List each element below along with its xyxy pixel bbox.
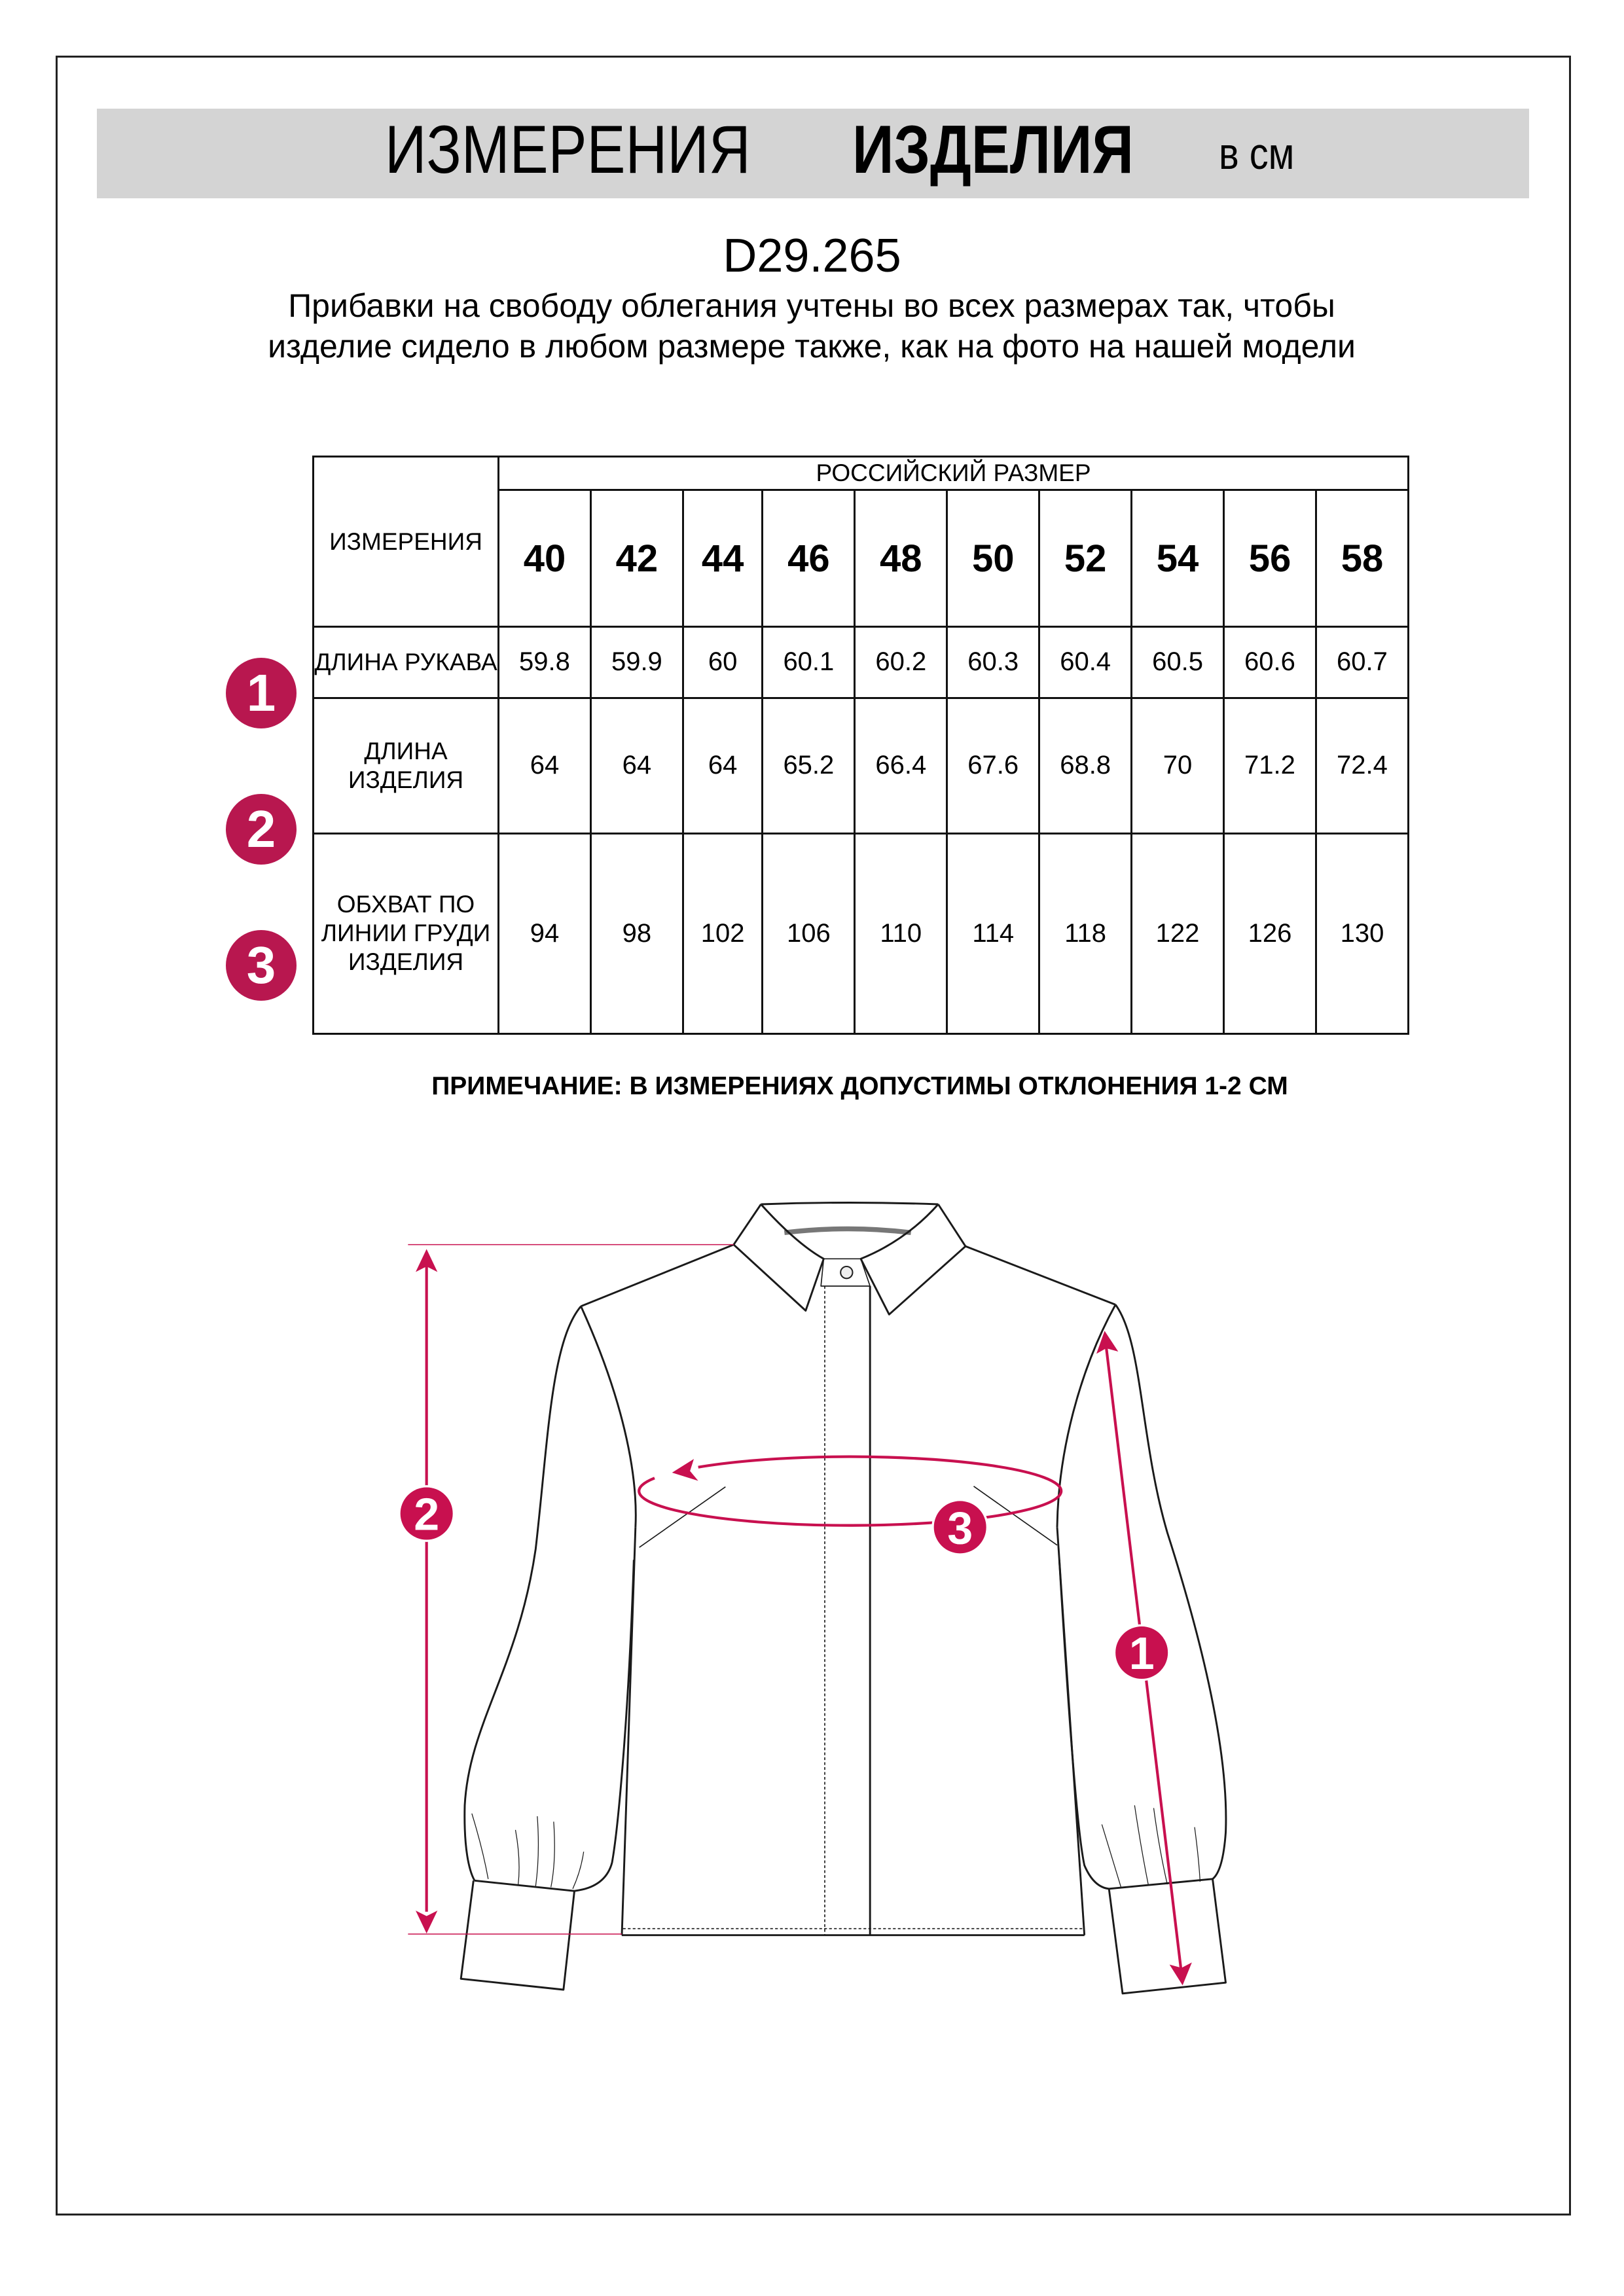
table-cell: 60.2 — [854, 626, 948, 699]
table-cell: 60.3 — [946, 626, 1041, 699]
table-cell: 94 — [497, 832, 592, 1035]
badge-product-length: 2 — [226, 794, 297, 865]
table-row: ДЛИНА ИЗДЕЛИЯ 64 64 64 65.2 66.4 67.6 68.8 70 71.… — [312, 696, 1410, 834]
button-icon — [840, 1265, 854, 1280]
size-header: 58 — [1314, 489, 1410, 628]
shoulder-right — [965, 1245, 1116, 1306]
table-cell: 60.6 — [1223, 626, 1317, 699]
table-row: ДЛИНА РУКАВА 59.8 59.9 60 60.1 60.2 60.3 60.4 60… — [312, 626, 1410, 699]
table-cell: 60.5 — [1130, 626, 1225, 699]
table-cell: 72.4 — [1314, 696, 1410, 834]
table-cell: 60.7 — [1314, 626, 1410, 699]
size-header: 50 — [946, 489, 1041, 628]
table-cell: 98 — [589, 832, 684, 1035]
table-cell: 64 — [497, 696, 592, 834]
left-sleeve-outer — [463, 1305, 582, 1882]
title-band — [97, 109, 1529, 198]
gathers-left — [471, 1813, 585, 1890]
size-header: 40 — [497, 489, 592, 628]
table-cell: 130 — [1314, 832, 1410, 1035]
svg-text:1: 1 — [1129, 1628, 1155, 1679]
size-header: 42 — [589, 489, 684, 628]
table-cell: 71.2 — [1223, 696, 1317, 834]
table-cell: 114 — [946, 832, 1041, 1035]
table-cell: 64 — [681, 696, 764, 834]
arrow-down-icon — [1169, 1962, 1192, 1986]
size-header: 56 — [1223, 489, 1317, 628]
table-cell: 106 — [761, 832, 856, 1035]
right-sleeve-outer — [1114, 1304, 1227, 1880]
size-header: 54 — [1130, 489, 1225, 628]
table-cell: 66.4 — [854, 696, 948, 834]
left-cuff — [460, 1880, 575, 1991]
table-cell: 110 — [854, 832, 948, 1035]
body-right-side — [1056, 1527, 1086, 1935]
gathers-right — [1101, 1805, 1200, 1888]
table-cell: 70 — [1130, 696, 1225, 834]
table-cell: 67.6 — [946, 696, 1041, 834]
svg-text:2: 2 — [414, 1489, 439, 1540]
row-label: ДЛИНА ИЗДЕЛИЯ — [312, 696, 499, 834]
corner-header: ИЗМЕРЕНИЯ — [312, 456, 499, 628]
neckband-shade — [784, 1226, 912, 1236]
table-cell: 65.2 — [761, 696, 856, 834]
table-cell: 102 — [681, 832, 764, 1035]
table-row: ОБХВАТ ПО ЛИНИИ ГРУДИ ИЗДЕЛИЯ 94 98 102 106 1… — [312, 832, 1410, 1035]
shoulder-left — [580, 1244, 734, 1308]
table-cell: 59.8 — [497, 626, 592, 699]
table-cell: 68.8 — [1038, 696, 1133, 834]
size-header: 46 — [761, 489, 856, 628]
marker-chest: 3 — [931, 1499, 988, 1556]
arrow-down-icon — [416, 1910, 438, 1934]
table-cell: 60 — [681, 626, 764, 699]
size-header: 48 — [854, 489, 948, 628]
page-frame — [56, 56, 1571, 2215]
collar-right — [859, 1204, 967, 1316]
shirt-diagram: 2 3 1 — [398, 1202, 1227, 1995]
marker-sleeve: 1 — [1113, 1624, 1170, 1681]
description: Прибавки на свободу облегания учтены во … — [268, 287, 1356, 365]
note: ПРИМЕЧАНИЕ: В ИЗМЕРЕНИЯХ ДОПУСТИМЫ ОТКЛО… — [431, 1072, 1288, 1100]
badge-chest-girth: 3 — [226, 930, 297, 1001]
table-cell: 64 — [589, 696, 684, 834]
table-cell: 60.1 — [761, 626, 856, 699]
table-cell: 126 — [1223, 832, 1317, 1035]
svg-text:3: 3 — [947, 1502, 973, 1553]
right-cuff — [1108, 1878, 1227, 1995]
title-bold: ИЗДЕЛИЯ — [852, 112, 1134, 188]
title-regular: ИЗМЕРЕНИЯ — [385, 112, 751, 188]
table-cell: 118 — [1038, 832, 1133, 1035]
row-label: ДЛИНА РУКАВА — [312, 626, 499, 699]
row-label: ОБХВАТ ПО ЛИНИИ ГРУДИ ИЗДЕЛИЯ — [312, 832, 499, 1035]
collar-band — [761, 1202, 939, 1206]
dart-left — [639, 1486, 726, 1548]
size-header-row: 40 42 44 46 48 50 52 54 56 58 — [314, 489, 1410, 628]
size-header: 44 — [681, 489, 764, 628]
left-sleeve-inner — [474, 1560, 635, 1892]
body-left-side — [621, 1527, 637, 1935]
chest-ellipse — [638, 1455, 1063, 1527]
dart-right — [973, 1486, 1058, 1546]
arrow-left-icon — [672, 1459, 698, 1481]
size-table: ИЗМЕРЕНИЯ РОССИЙСКИЙ РАЗМЕР 40 42 44 46 48 50… — [312, 456, 1410, 1035]
size-header: 52 — [1038, 489, 1133, 628]
arrow-up-icon — [416, 1249, 438, 1272]
group-header: РОССИЙСКИЙ РАЗМЕР — [497, 456, 1409, 491]
table-cell: 122 — [1130, 832, 1225, 1035]
marker-length: 2 — [398, 1485, 455, 1542]
title-units: в см — [1219, 129, 1295, 179]
badge-sleeve-length: 1 — [226, 658, 297, 728]
left-armhole — [580, 1306, 637, 1528]
table-cell: 59.9 — [589, 626, 684, 699]
product-code: D29.265 — [723, 230, 901, 282]
table-cell: 60.4 — [1038, 626, 1133, 699]
arrow-up-icon — [1096, 1331, 1119, 1354]
collar-left — [732, 1204, 825, 1312]
